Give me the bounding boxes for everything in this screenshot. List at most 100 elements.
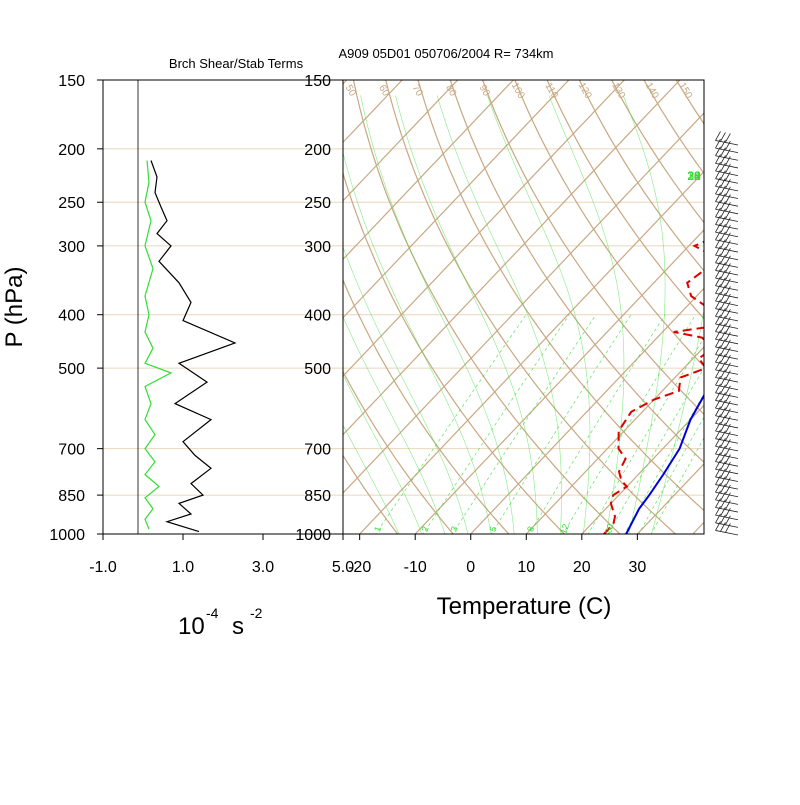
left-y-tick-label: 400 [58, 308, 85, 325]
skewt-title: A909 05D01 050706/2004 R= 734km [338, 46, 553, 61]
wind-barb-feather [725, 133, 730, 142]
dry-adiabat-label: 100 [509, 81, 527, 101]
dry-adiabat-label: 60 [376, 83, 391, 99]
dry-adiabat-label: 120 [576, 81, 594, 101]
isotherm [748, 80, 800, 534]
dry-adiabat [540, 64, 800, 546]
left-y-tick-label: 300 [58, 239, 85, 256]
mixing-ratio-top-label: 32 [687, 169, 701, 183]
dry-adiabat [224, 64, 407, 546]
shear-term-line [151, 161, 235, 532]
right-y-tick-label: 1000 [295, 527, 331, 544]
right-y-tick-label: 700 [304, 442, 331, 459]
skewt-profiles [604, 155, 800, 534]
dry-adiabat [255, 64, 463, 546]
right-y-tick-label: 250 [304, 195, 331, 212]
mixing-ratio-line [484, 315, 631, 546]
right-y-tick-label: 400 [304, 308, 331, 325]
wind-barb-column [715, 131, 738, 535]
left-x-axis-label-unit-exponent: -2 [250, 605, 263, 621]
mixing-ratio-line [632, 315, 763, 546]
moist-adiabat [549, 95, 624, 545]
wind-barb-feather [720, 132, 725, 141]
dry-adiabat [509, 64, 800, 546]
right-x-tick-label: 20 [573, 559, 591, 576]
dry-adiabat [762, 64, 800, 546]
wind-barb-feather [715, 131, 720, 140]
right-x-tick-label: 30 [628, 559, 646, 576]
dry-adiabat [445, 64, 800, 546]
right-y-tick-label: 200 [304, 142, 331, 159]
left-x-tick-label: 3.0 [252, 559, 274, 576]
dry-adiabat [730, 64, 800, 546]
left-y-tick-label: 250 [58, 195, 85, 212]
left-x-axis-label-unit: s [232, 613, 244, 640]
stability-term-line [145, 161, 171, 530]
right-x-tick-label: -20 [348, 559, 371, 576]
dry-adiabat [382, 64, 689, 546]
mixing-ratio-bottom-label: 5 [488, 525, 499, 533]
left-panel-series [145, 161, 235, 532]
left-x-tick-label: 1.0 [172, 559, 194, 576]
left-panel-title: Brch Shear/Stab Terms [169, 56, 304, 71]
isotherm [193, 80, 624, 534]
right-x-tick-label: -10 [404, 559, 427, 576]
left-y-tick-label: 850 [58, 488, 85, 505]
right-x-tick-label: 0 [466, 559, 475, 576]
temperature-profile [626, 155, 800, 534]
y-axis-label: P (hPa) [1, 267, 28, 348]
isotherm [637, 80, 800, 534]
moist-adiabat [361, 95, 516, 545]
left-y-tick-label: 150 [58, 73, 85, 90]
isotherm [138, 80, 569, 534]
moist-adiabat [487, 95, 590, 545]
dry-adiabat-label: 130 [609, 81, 627, 101]
dry-adiabat [698, 64, 800, 546]
isotherm [26, 80, 457, 534]
mixing-ratio-bottom-label: 1 [372, 525, 383, 533]
moist-adiabat [649, 95, 716, 545]
left-y-tick-label: 500 [58, 361, 85, 378]
mixing-ratio-line [556, 315, 695, 546]
wind-barb [715, 131, 738, 145]
dewpoint-profile [604, 161, 759, 535]
wind-barb-staff [715, 530, 738, 535]
moist-adiabat [623, 95, 665, 545]
dry-adiabat [793, 64, 800, 546]
dry-adiabat [160, 64, 295, 546]
right-y-tick-label: 850 [304, 488, 331, 505]
mixing-ratio-bottom-label: 20 [603, 523, 616, 536]
dry-adiabat-label: 90 [477, 83, 492, 99]
skewt-background-grid [0, 64, 800, 546]
dry-adiabat [572, 64, 800, 546]
left-y-tick-label: 1000 [49, 527, 85, 544]
isotherm [693, 80, 800, 534]
left-x-axis-label-base: 10 [178, 613, 205, 640]
isotherm [415, 80, 800, 534]
right-y-tick-label: 300 [304, 239, 331, 256]
left-y-tick-label: 700 [58, 442, 85, 459]
x-axis-label: Temperature (C) [437, 593, 612, 620]
dry-adiabat [126, 64, 238, 546]
dry-adiabat [287, 64, 520, 546]
dry-adiabat-label: 110 [542, 81, 560, 101]
dry-adiabat-label: 50 [343, 83, 358, 99]
dry-adiabat [319, 64, 576, 546]
mixing-ratio-bottom-label: 3 [449, 525, 460, 533]
mixing-ratio-line [368, 315, 526, 546]
dry-adiabat-label: 150 [676, 81, 694, 101]
mixing-ratio-line [645, 315, 775, 546]
left-x-axis-label-exponent: -4 [206, 605, 219, 621]
right-y-tick-label: 150 [304, 73, 331, 90]
isotherm [0, 80, 347, 534]
moist-adiabat [437, 95, 561, 545]
left-y-tick-label: 200 [58, 142, 85, 159]
right-x-tick-label: 10 [517, 559, 535, 576]
left-x-axis-label: 10 -4 s -2 [178, 605, 263, 640]
isotherm [82, 80, 513, 534]
isotherm [304, 80, 735, 534]
moist-adiabat [396, 95, 538, 545]
left-x-tick-label: -1.0 [89, 559, 117, 576]
moist-adiabat [262, 95, 427, 545]
